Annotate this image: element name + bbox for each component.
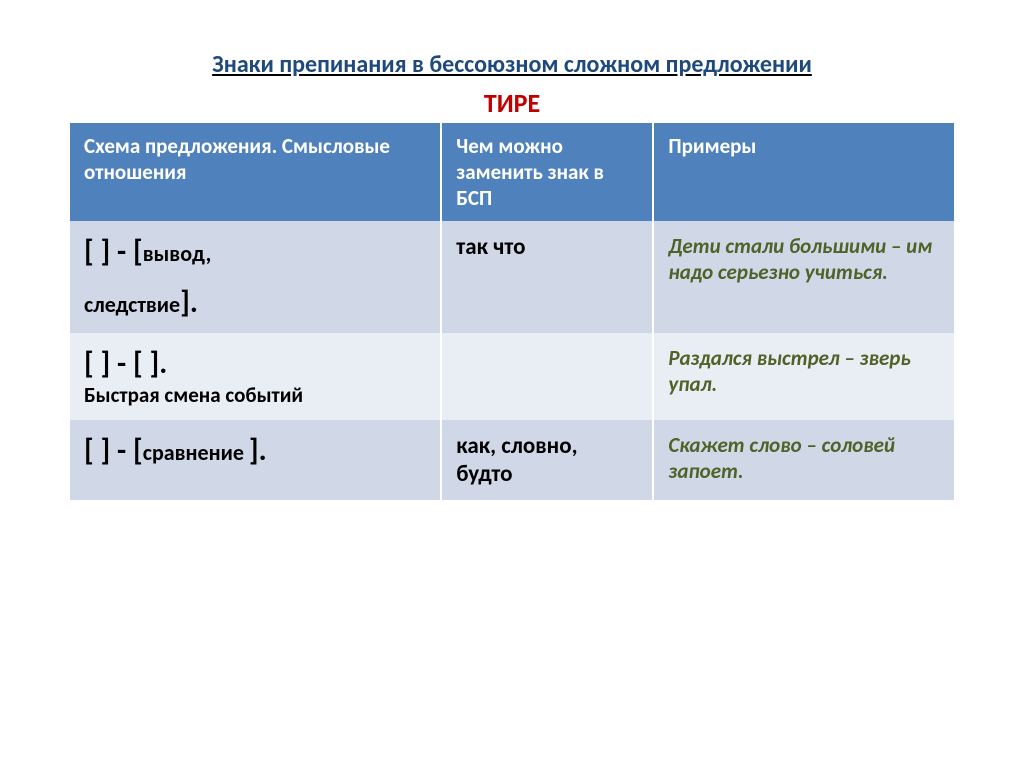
page-title: Знаки препинания в бессоюзном сложном пр… [70, 50, 954, 79]
header-schema: Схема предложения. Смысловые отношения [70, 123, 441, 221]
header-example: Примеры [653, 123, 954, 221]
replace-text: так что [456, 233, 525, 261]
table-row: [ ] - [сравнение ]. как, словно, будто С… [70, 420, 954, 500]
schema-line2-bracket: ]. [249, 432, 267, 469]
schema-extra: Быстрая смена событий [84, 382, 426, 408]
schema-word: вывод, [143, 240, 211, 267]
cell-schema: [ ] - [вывод, следствие]. [70, 221, 441, 333]
schema-bracket: [ ] - [ ]. [84, 345, 167, 382]
subtitle-text: ТИРЕ [484, 87, 540, 119]
table-body: [ ] - [вывод, следствие]. так что Дети с… [70, 221, 954, 500]
cell-example: Скажет слово – соловей запоет. [653, 420, 954, 500]
cell-replace: как, словно, будто [441, 420, 653, 500]
cell-schema: [ ] - [ ]. Быстрая смена событий [70, 333, 441, 420]
schema-line2-pre: следствие [84, 291, 180, 318]
schema-bracket: [ ] - [ [84, 432, 143, 469]
table-header-row: Схема предложения. Смысловые отношения Ч… [70, 123, 954, 221]
header-replace: Чем можно заменить знак в БСП [441, 123, 653, 221]
cell-example: Раздался выстрел – зверь упал. [653, 333, 954, 420]
table-row: [ ] - [ ]. Быстрая смена событий Раздалс… [70, 333, 954, 420]
page-subtitle: ТИРЕ [70, 87, 954, 119]
example-text: Скажет слово – соловей запоет. [668, 432, 895, 484]
example-text: Дети стали большими – им надо серьезно у… [668, 233, 932, 285]
schema-word: сравнение [143, 439, 249, 466]
schema-line2-bracket: ]. [180, 284, 198, 321]
replace-text: как, словно, будто [456, 432, 577, 488]
schema-bracket: [ ] - [ [84, 233, 143, 270]
cell-example: Дети стали большими – им надо серьезно у… [653, 221, 954, 333]
title-text: Знаки препинания в бессоюзном сложном пр… [212, 50, 812, 79]
cell-replace: так что [441, 221, 653, 333]
cell-schema: [ ] - [сравнение ]. [70, 420, 441, 500]
table-row: [ ] - [вывод, следствие]. так что Дети с… [70, 221, 954, 333]
example-text: Раздался выстрел – зверь упал. [668, 345, 910, 397]
rules-table: Схема предложения. Смысловые отношения Ч… [70, 123, 954, 500]
cell-replace [441, 333, 653, 420]
